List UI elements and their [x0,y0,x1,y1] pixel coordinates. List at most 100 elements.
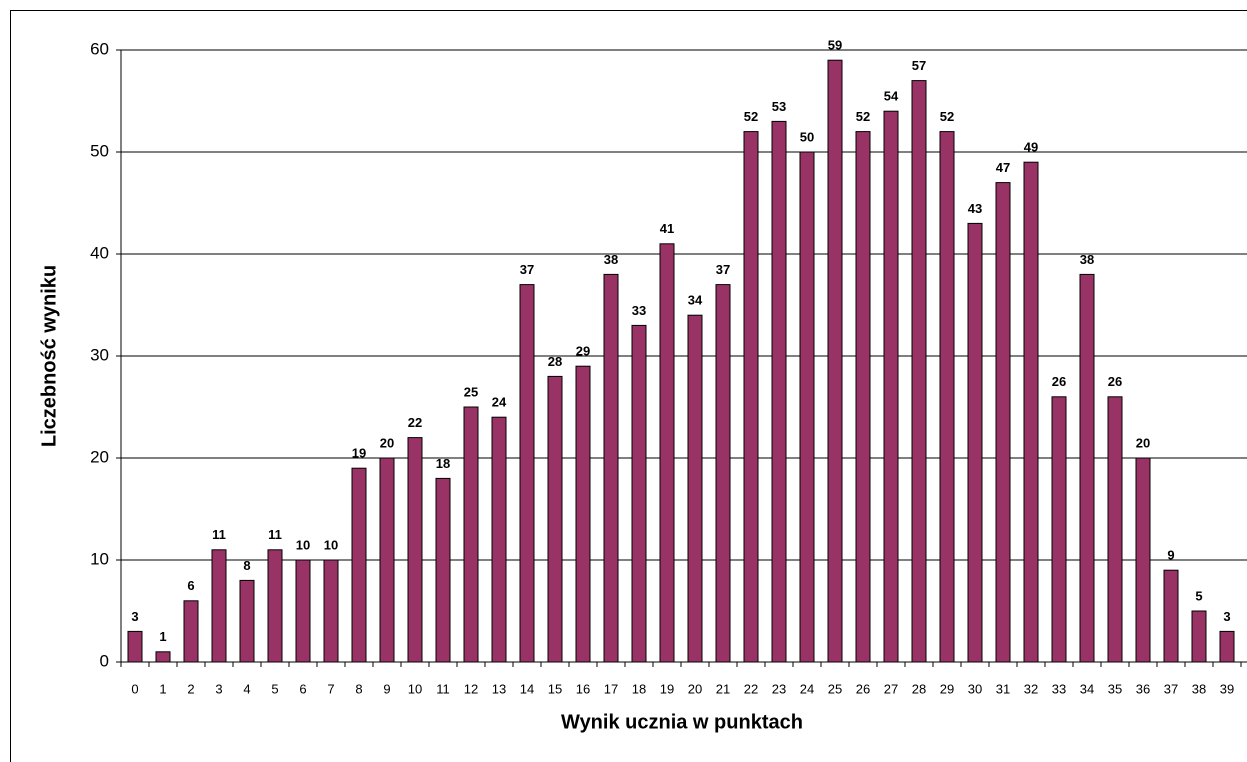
x-tick-label: 17 [604,681,618,696]
data-label: 54 [884,89,899,104]
x-tick-label: 37 [1164,681,1178,696]
x-tick-label: 27 [884,681,898,696]
x-tick-label: 34 [1080,681,1094,696]
x-tick-label: 3 [215,681,222,696]
x-tick-label: 26 [856,681,870,696]
x-tick-label: 21 [716,681,730,696]
bar [967,222,983,663]
bar [211,549,227,663]
bar [351,467,367,663]
x-tick-label: 29 [940,681,954,696]
y-tick-label: 60 [90,39,109,58]
bar [519,284,535,663]
data-label: 3 [131,609,138,624]
y-tick-label: 50 [90,141,109,160]
data-label: 38 [1080,252,1094,267]
x-tick-label: 2 [187,681,194,696]
data-label: 29 [576,344,590,359]
data-label: 33 [632,303,646,318]
bar [631,324,647,663]
data-label: 28 [548,354,562,369]
data-label: 6 [187,578,194,593]
y-tick-label: 40 [90,243,109,262]
bar [435,477,451,663]
x-tick-label: 22 [744,681,758,696]
y-axis-title: Liczebność wyniku [38,265,60,447]
x-tick-label: 19 [660,681,674,696]
data-label: 8 [243,558,250,573]
bar [183,600,199,663]
bar [463,406,479,663]
x-tick-label: 4 [243,681,250,696]
bar [743,131,759,663]
bar [379,457,395,663]
data-label: 10 [296,537,310,552]
x-tick-label: 15 [548,681,562,696]
bar [939,131,955,663]
bar [911,80,927,663]
bar [127,630,143,663]
data-label: 37 [716,262,730,277]
bar [155,651,171,663]
data-label: 52 [744,109,758,124]
x-tick-label: 13 [492,681,506,696]
x-tick-label: 23 [772,681,786,696]
bar [491,416,507,663]
bar [687,314,703,663]
data-label: 26 [1108,374,1122,389]
data-label: 20 [380,435,394,450]
x-tick-label: 5 [271,681,278,696]
data-label: 22 [408,415,422,430]
y-tick-label: 30 [90,345,109,364]
data-label: 9 [1167,548,1174,563]
bar [799,151,815,663]
bar [715,284,731,663]
bar [771,120,787,663]
x-tick-label: 7 [327,681,334,696]
x-tick-label: 35 [1108,681,1122,696]
data-label: 26 [1052,374,1066,389]
x-tick-label: 20 [688,681,702,696]
x-tick-label: 33 [1052,681,1066,696]
data-label: 11 [212,527,226,542]
data-label: 53 [772,99,786,114]
bar [659,243,675,663]
data-label: 57 [912,58,926,73]
y-tick-label: 10 [90,549,109,568]
x-tick-label: 9 [383,681,390,696]
bar [1023,161,1039,663]
bar [547,375,563,663]
x-tick-label: 8 [355,681,362,696]
data-label: 52 [940,109,954,124]
x-tick-label: 28 [912,681,926,696]
bar [267,549,283,663]
x-tick-label: 38 [1192,681,1206,696]
x-tick-label: 30 [968,681,982,696]
y-tick-label: 0 [100,651,109,670]
data-label: 20 [1136,435,1150,450]
bar [1107,396,1123,663]
bar [295,559,311,663]
data-label: 25 [464,384,478,399]
x-tick-label: 25 [828,681,842,696]
bar [1219,630,1235,663]
data-label: 5 [1195,588,1202,603]
bar [995,182,1011,663]
x-tick-label: 6 [299,681,306,696]
data-label: 52 [856,109,870,124]
bar [239,579,255,663]
x-tick-label: 11 [436,681,450,696]
bar [323,559,339,663]
data-label: 19 [352,446,366,461]
data-label: 47 [996,160,1010,175]
x-tick-label: 10 [408,681,422,696]
x-tick-label: 1 [159,681,166,696]
data-label: 1 [159,629,166,644]
data-label: 41 [660,221,674,236]
bar [603,273,619,663]
bar [1135,457,1151,663]
x-axis-title: Wynik ucznia w punktach [561,711,803,733]
bar [1163,569,1179,663]
x-tick-label: 32 [1024,681,1038,696]
